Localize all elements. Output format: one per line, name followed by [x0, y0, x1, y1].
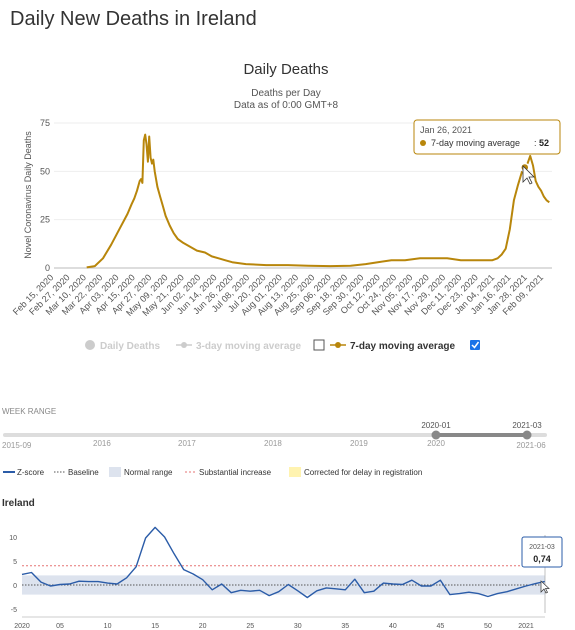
year-tick: 2016: [93, 439, 111, 448]
tooltip-box: [521, 536, 563, 568]
legend-item-delay-correction[interactable]: Corrected for delay in registration: [289, 467, 422, 477]
range-start-handle[interactable]: [431, 430, 441, 440]
chart-subtitle-date: Data as of 0:00 GMT+8: [234, 100, 339, 111]
legend-item-3-day-moving-average[interactable]: 3-day moving average: [176, 341, 301, 352]
tooltip-value: 52: [539, 138, 549, 148]
mouse-cursor-icon: [522, 165, 535, 185]
y-axis-label: Novel Coronavirus Daily Deaths: [23, 131, 33, 259]
daily-deaths-chart: Daily Deaths Deaths per Day Data as of 0…: [11, 61, 561, 318]
y-tick-label: 5: [13, 559, 17, 566]
year-tick: 2018: [264, 439, 282, 448]
chart-tooltip: Jan 26, 2021 7-day moving average : 52: [413, 119, 561, 155]
y-tick-label: 25: [40, 215, 50, 225]
zscore-tooltip: 2021-03 0,74: [521, 536, 563, 568]
tooltip-box: [413, 119, 561, 155]
legend-marker-icon: [181, 342, 187, 348]
range-start-label: 2020-01: [421, 421, 451, 430]
year-tick: 2017: [178, 439, 196, 448]
x-tick-label: 2020: [14, 623, 30, 630]
y-axis-ticks: -5 0 5 10: [9, 535, 17, 614]
check-icon: [471, 341, 480, 349]
checkbox-7-day-moving-average[interactable]: [470, 340, 480, 350]
checkbox-3-day-moving-average[interactable]: [313, 339, 325, 351]
legend-item-zscore[interactable]: Z-score: [3, 468, 45, 477]
x-tick-label: 25: [246, 623, 254, 630]
legend-label: 3-day moving average: [196, 341, 301, 352]
range-min-label: 2015-09: [2, 441, 32, 450]
range-max-label: 2021-06: [516, 441, 546, 450]
legend-marker-icon: [335, 342, 341, 348]
chart-title: Daily Deaths: [243, 61, 328, 78]
chart-legend: Daily Deaths 3-day moving average 7-day …: [85, 339, 480, 352]
x-tick-label: 10: [104, 623, 112, 630]
legend-marker-icon: [85, 340, 95, 350]
week-range-slider[interactable]: WEEK RANGE 2020-01 2021-03 2015-09 2016 …: [0, 400, 575, 455]
x-tick-label: 40: [389, 623, 397, 630]
legend-label: Corrected for delay in registration: [304, 468, 422, 477]
y-tick-label: 75: [40, 118, 50, 128]
legend-label: Z-score: [17, 468, 45, 477]
legend-label: Substantial increase: [199, 468, 272, 477]
legend-label: Baseline: [68, 468, 99, 477]
x-axis-ticks: 2020 05 10 15 20 25 30 35 40 45 50 2021: [14, 623, 534, 630]
y-tick-label: 10: [9, 535, 17, 542]
range-end-handle[interactable]: [522, 430, 532, 440]
tooltip-week: 2021-03: [529, 544, 555, 551]
zscore-chart-title: Ireland: [2, 498, 35, 509]
legend-label: 7-day moving average: [350, 341, 455, 352]
tooltip-series: 7-day moving average: [431, 138, 520, 148]
zscore-legend: Z-score Baseline Normal range Substantia…: [3, 467, 422, 477]
legend-item-daily-deaths[interactable]: Daily Deaths: [85, 340, 160, 352]
legend-item-7-day-moving-average[interactable]: 7-day moving average: [330, 341, 455, 352]
tooltip-date: Jan 26, 2021: [420, 125, 472, 135]
series-line: [86, 133, 550, 269]
x-tick-label: 20: [199, 623, 207, 630]
y-tick-label: 0: [13, 583, 17, 590]
y-axis-ticks: 0 25 50 75: [40, 118, 50, 273]
reference-lines: [22, 565, 545, 618]
x-tick-label: 35: [341, 623, 349, 630]
y-tick-label: 50: [40, 166, 50, 176]
range-end-label: 2021-03: [512, 421, 542, 430]
legend-label: Normal range: [124, 468, 173, 477]
x-tick-label: 2021: [518, 623, 534, 630]
series-7-day-moving-average: [86, 133, 550, 269]
x-tick-label: 05: [56, 623, 64, 630]
year-tick: 2019: [350, 439, 368, 448]
chart-subtitle: Deaths per Day: [251, 88, 320, 99]
y-tick-label: -5: [11, 607, 17, 614]
tooltip-marker: [420, 140, 426, 146]
legend-label: Daily Deaths: [100, 341, 160, 352]
tooltip-colon: :: [534, 138, 537, 148]
legend-item-substantial-increase[interactable]: Substantial increase: [185, 468, 272, 477]
legend-item-baseline[interactable]: Baseline: [54, 468, 99, 477]
series-line: [21, 526, 546, 599]
x-tick-label: 30: [294, 623, 302, 630]
series-zscore: [21, 526, 546, 613]
year-tick: 2020: [427, 439, 445, 448]
page-title: Daily New Deaths in Ireland: [10, 8, 257, 30]
tooltip-value: 0,74: [533, 554, 551, 564]
x-tick-label: 15: [151, 623, 159, 630]
x-tick-label: 50: [484, 623, 492, 630]
legend-item-normal-range[interactable]: Normal range: [109, 467, 173, 477]
week-range-title: WEEK RANGE: [2, 407, 56, 416]
mouse-cursor-icon: [540, 580, 550, 594]
y-tick-label: 0: [45, 263, 50, 273]
x-tick-label: 45: [437, 623, 445, 630]
